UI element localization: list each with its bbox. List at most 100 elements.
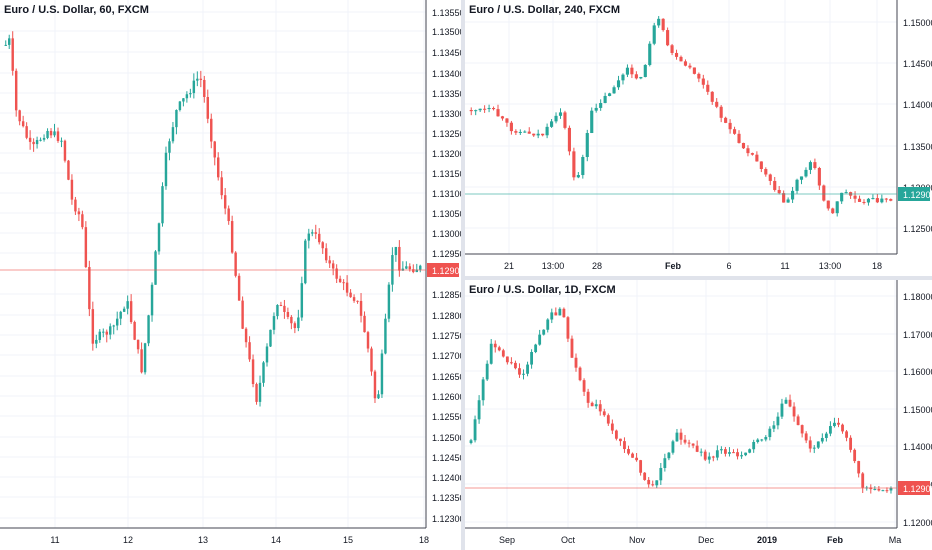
time-tick-label: 18 [872,261,882,271]
candle-body [570,338,574,358]
candle-body [562,308,566,318]
candle-body [262,362,265,383]
candle-body [126,301,129,309]
candle-body [363,315,366,333]
candle-body [545,126,549,136]
chart-panel-1d[interactable]: Euro / U.S. Dollar, 1D, FXCM 1.18000 1.17… [465,280,932,550]
vertical-divider[interactable] [461,0,465,550]
chart-60-canvas[interactable]: 1.13550 1.13500 1.13450 1.13400 1.13350 1.133… [0,0,461,550]
candle-body [759,161,763,170]
candle-body [820,437,824,442]
candle-body [109,326,112,335]
time-tick-label: Dec [698,535,715,545]
candle-body [861,473,865,488]
candle-body [822,185,826,201]
price-tick-label: 1.12000 [903,518,932,528]
candle-body [546,319,550,330]
candle-body [541,133,545,136]
chart-240-canvas[interactable]: 1.150001.145001.140001.135001.130001.125… [465,0,932,276]
time-tick-label: 14 [271,535,281,545]
candle-body [795,179,799,191]
candle-body [258,382,262,402]
candle-body [67,160,70,180]
price-tick-label: 1.13350 [432,89,461,99]
candle-body [740,455,743,457]
candle-body [220,177,223,196]
candle-body [538,334,542,345]
candle-body [691,443,695,446]
candle-body [679,432,683,440]
candle-body [324,248,328,261]
candle-body [491,108,496,110]
candle-body [206,96,209,119]
candle-body [387,284,391,319]
time-tick-label: 28 [592,261,602,271]
candle-body [692,67,696,74]
candle-body [840,192,844,202]
current-price-tag-label: 1.12909 [903,484,932,494]
candle-body [707,456,711,460]
candle-body [719,106,723,118]
candle-body [223,195,227,209]
candle-body [342,282,345,284]
candle-body [4,44,7,46]
time-tick-label: Feb [665,261,682,271]
candle-body [889,199,893,201]
candle-body [213,141,216,158]
candle-body [501,350,505,357]
candle-body [377,394,380,399]
candle-body [755,154,759,162]
current-price-tag [898,187,930,201]
price-tick-label: 1.14000 [903,100,932,110]
candle-body [147,315,150,344]
candle-body [875,198,879,203]
candle-body [497,347,501,351]
candle-body [483,108,487,110]
candle-body [651,484,655,486]
candle-body [46,130,49,138]
candle-body [701,78,705,85]
candle-body [283,305,286,312]
candle-body [293,323,297,329]
horizontal-divider[interactable] [465,276,932,280]
candle-body [227,208,230,222]
candle-body [655,480,659,486]
candle-body [610,423,614,431]
price-tick-label: 1.13500 [903,142,932,152]
current-price-tag [898,481,930,495]
price-tick-label: 1.12500 [432,433,461,443]
candle-body [752,441,756,450]
candle-body [715,101,719,107]
chart-panel-240[interactable]: Euro / U.S. Dollar, 240, FXCM 1.150001.1… [465,0,932,276]
price-tick-label: 1.12850 [432,290,461,300]
candle-body [514,362,517,369]
candle-body [297,317,300,329]
candle-body [469,440,473,443]
candle-body [380,353,384,395]
candle-body [679,56,683,62]
chart-panel-60[interactable]: Euro / U.S. Dollar, 60, FXCM 1.135501.13… [0,0,461,550]
candle-body [728,122,732,130]
candle-body [764,169,768,175]
candle-body [203,79,206,97]
candle-body [526,364,529,374]
candle-body [647,479,651,485]
candle-body [478,108,482,111]
candle-body [776,416,780,426]
candle-body [63,140,67,161]
candle-body [505,118,509,123]
candle-body [808,440,812,449]
candle-body [585,133,589,158]
chart-1d-canvas[interactable]: 1.180001.170001.160001.150001.140001.130… [465,280,932,550]
candle-body [728,452,731,454]
candle-body [8,38,11,45]
candle-body [594,107,598,111]
price-tick-label: 1.12650 [432,372,461,382]
candle-body [688,65,692,68]
candle-body [88,267,91,310]
price-tick-label: 1.13400 [432,69,461,79]
candle-body [862,201,866,203]
candle-body [808,162,812,170]
candle-body [505,356,509,363]
candle-body [338,278,342,283]
